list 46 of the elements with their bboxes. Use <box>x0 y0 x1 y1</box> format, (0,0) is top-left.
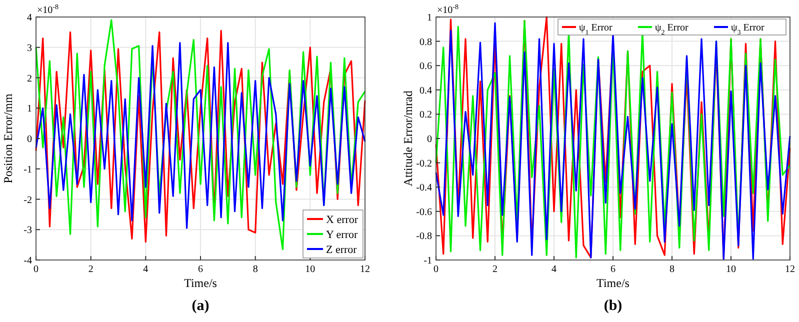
x-tick-label: 4 <box>552 264 556 275</box>
y-tick-label: 1 <box>27 104 32 115</box>
x-axis-title: Time/s <box>596 276 630 290</box>
y-tick-label: -0.4 <box>416 182 432 194</box>
x-tick-label: 10 <box>726 264 736 275</box>
x-tick-label: 2 <box>492 264 498 275</box>
text: ×10$^{-8}$ <box>37 3 59 16</box>
y-tick-label: 0.4 <box>420 85 432 96</box>
y-tick-label: 0.2 <box>420 110 432 121</box>
y-tick-label: -0.6 <box>416 206 432 218</box>
legend-label: Z error <box>326 244 358 256</box>
y-tick-label: 0.6 <box>420 61 432 72</box>
x-tick-label: 8 <box>670 264 674 275</box>
y-tick-label: -3 <box>24 225 32 236</box>
y-axis-title: Attitude Error/mrad <box>401 90 415 186</box>
y-tick-label: -2 <box>24 194 32 206</box>
y-tick-label: 1 <box>427 12 432 24</box>
x-tick-label: 4 <box>143 264 148 275</box>
legend-label: ψ$_{1}$ Error <box>579 22 614 36</box>
x-tick-label: 12 <box>785 264 795 275</box>
y-tick-label: -1 <box>24 164 32 176</box>
y-tick-label: 0 <box>427 134 432 145</box>
y-tick-label: 3 <box>27 42 32 54</box>
y-tick-label: 4 <box>27 12 32 24</box>
x-tick-label: 10 <box>305 264 316 275</box>
y-tick-label: -0.8 <box>416 231 432 242</box>
y-axis-title: Position Error/mm <box>1 93 15 184</box>
y-tick-label: 2 <box>27 73 32 84</box>
y-tick-label: 0.8 <box>420 36 432 48</box>
x-axis-title: Time/s <box>184 276 218 290</box>
y-tick-label: -4 <box>24 256 32 266</box>
legend-label: Y error <box>326 229 358 241</box>
legend-label: ψ$_{3}$ Error <box>731 22 766 36</box>
y-tick-label: -1 <box>424 256 432 266</box>
legend-label: ψ$_{2}$ Error <box>655 22 690 36</box>
legend-label: X error <box>326 214 358 226</box>
text: (a) <box>192 298 210 314</box>
text: ×10$^{-8}$ <box>437 3 459 16</box>
x-tick-label: 6 <box>610 264 616 275</box>
x-tick-label: 6 <box>198 264 203 275</box>
x-tick-label: 2 <box>88 264 94 275</box>
text: (b) <box>604 298 622 314</box>
y-tick-label: 0 <box>27 134 32 145</box>
x-tick-label: 8 <box>252 264 258 275</box>
x-tick-label: 12 <box>360 264 370 275</box>
y-tick-label: -0.2 <box>416 158 432 170</box>
